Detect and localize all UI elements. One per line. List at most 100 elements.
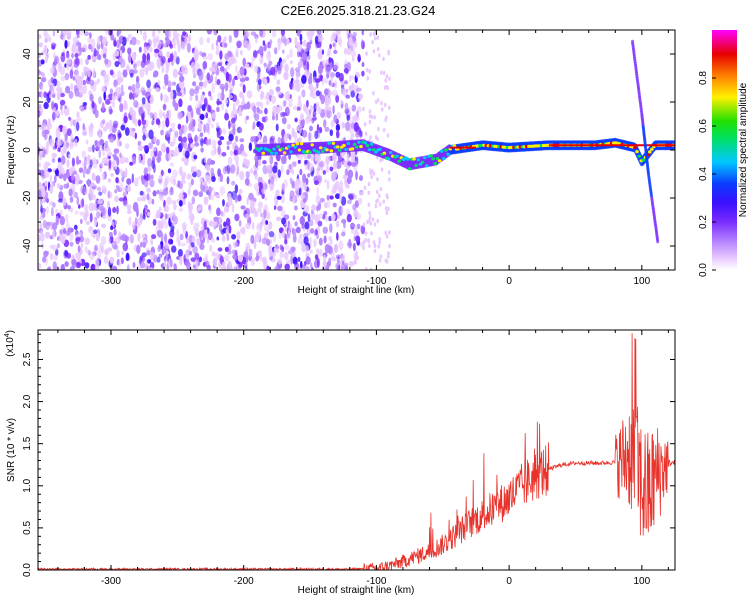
noise-speckle — [326, 73, 330, 79]
noise-speckle — [352, 203, 357, 211]
noise-speckle — [223, 42, 228, 48]
noise-speckle — [121, 36, 127, 47]
noise-speckle — [83, 31, 90, 36]
noise-speckle — [388, 177, 391, 182]
noise-speckle — [286, 54, 290, 60]
noise-speckle — [188, 181, 192, 189]
noise-speckle — [142, 128, 147, 134]
noise-speckle — [84, 210, 89, 218]
noise-speckle — [384, 230, 388, 235]
noise-speckle — [364, 231, 368, 236]
ridge-peak — [374, 150, 378, 154]
noise-speckle — [292, 196, 296, 204]
noise-speckle — [95, 232, 100, 242]
noise-speckle — [304, 266, 310, 270]
noise-speckle — [183, 254, 186, 263]
noise-speckle — [235, 65, 238, 73]
noise-speckle — [66, 159, 70, 168]
noise-speckle — [51, 89, 55, 95]
noise-speckle — [306, 41, 311, 51]
noise-speckle — [236, 70, 241, 80]
noise-speckle — [208, 204, 211, 211]
noise-speckle — [181, 64, 185, 74]
noise-speckle — [139, 68, 145, 78]
noise-speckle — [384, 78, 388, 83]
colorbar: 0.0 0.2 0.4 0.6 0.8 Normalized spectral ampl… — [698, 30, 749, 277]
noise-speckle — [108, 151, 113, 156]
noise-speckle — [102, 172, 105, 181]
noise-speckle — [52, 244, 58, 252]
noise-speckle — [132, 221, 136, 231]
noise-speckle — [243, 40, 250, 48]
ridge-peak — [439, 149, 444, 153]
noise-speckle — [245, 171, 250, 179]
snr-x-ticks: -300 -200 -100 0 100 — [57, 330, 669, 587]
ridge-peak — [325, 148, 329, 152]
colorbar-tick-label: 0.2 — [698, 215, 709, 229]
noise-speckle — [151, 198, 155, 205]
noise-speckle — [334, 243, 338, 253]
noise-speckle — [57, 157, 62, 163]
noise-speckle — [148, 172, 151, 182]
noise-speckle — [332, 152, 338, 162]
noise-speckle — [180, 179, 186, 184]
noise-speckle — [328, 215, 332, 222]
noise-speckle — [224, 254, 230, 262]
noise-speckle — [56, 86, 60, 92]
noise-speckle — [244, 213, 249, 220]
noise-speckle — [205, 139, 209, 146]
noise-speckle — [222, 261, 226, 266]
noise-speckle — [244, 178, 250, 186]
noise-speckle — [126, 236, 130, 242]
noise-speckle — [203, 123, 206, 134]
noise-speckle — [46, 221, 52, 226]
noise-speckle — [162, 85, 167, 90]
spectrogram-x-tick-label: -200 — [234, 276, 254, 287]
noise-speckle — [359, 175, 363, 181]
noise-speckle — [357, 106, 362, 113]
noise-speckle — [205, 112, 209, 119]
noise-speckle — [340, 254, 346, 262]
noise-speckle — [362, 222, 366, 227]
noise-speckle — [258, 78, 262, 86]
noise-speckle — [145, 91, 151, 100]
noise-speckle — [51, 207, 54, 217]
noise-speckle — [348, 238, 352, 249]
noise-speckle — [322, 226, 328, 234]
noise-speckle — [55, 208, 59, 215]
noise-speckle — [189, 88, 195, 97]
noise-speckle — [304, 159, 309, 165]
noise-speckle — [207, 53, 213, 61]
noise-speckle — [210, 238, 216, 243]
noise-speckle — [126, 178, 132, 185]
ridge-peak — [297, 148, 302, 152]
snr-x-tick-label: -200 — [234, 576, 254, 587]
ridge-peak — [342, 143, 346, 148]
noise-speckle — [83, 66, 89, 72]
noise-speckle — [229, 266, 234, 270]
noise-speckle — [158, 109, 163, 119]
noise-speckle — [69, 69, 74, 80]
noise-speckle — [124, 127, 130, 136]
noise-speckle — [344, 80, 348, 85]
noise-speckle — [368, 216, 372, 222]
noise-speckle — [332, 202, 337, 208]
ridge-peak — [635, 150, 639, 154]
spectrogram-x-tick-label: 100 — [633, 276, 650, 287]
noise-speckle — [138, 106, 144, 115]
noise-speckle — [275, 86, 281, 93]
noise-speckle — [145, 102, 150, 112]
noise-speckle — [301, 52, 308, 61]
noise-speckle — [234, 213, 240, 222]
ridge-peak — [372, 148, 376, 152]
noise-speckle — [116, 249, 120, 258]
noise-speckle — [211, 63, 218, 73]
noise-speckle — [316, 248, 319, 254]
ridge-peak — [650, 147, 654, 151]
noise-speckle — [45, 55, 48, 64]
noise-speckle — [79, 30, 85, 36]
noise-speckle — [322, 260, 327, 269]
noise-speckle — [162, 188, 169, 196]
noise-speckle — [388, 244, 391, 249]
noise-speckle — [338, 72, 344, 82]
